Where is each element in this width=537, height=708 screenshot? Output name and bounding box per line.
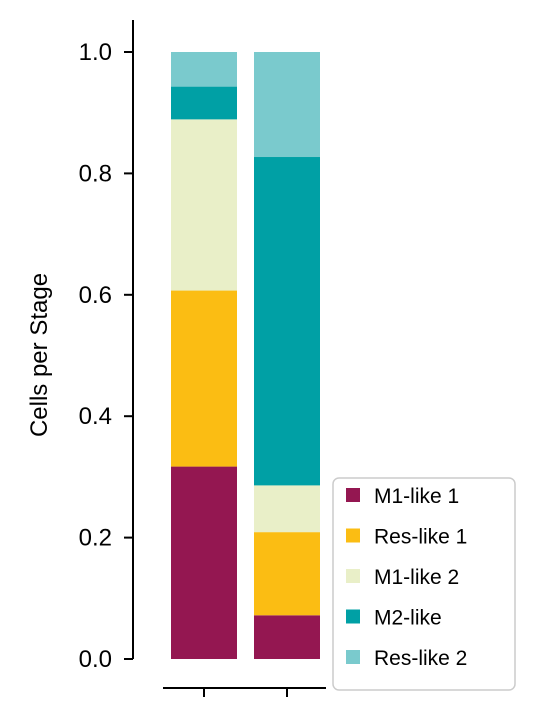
bar-segment-m2-like-1 [171,86,237,120]
legend-label: M1-like 1 [374,485,459,508]
axes-layer [132,20,326,689]
y-tick-label: 1.0 [79,39,112,66]
legend-swatch [346,609,360,624]
bar-segment-m2-like-2 [254,157,320,486]
bar-segment-res-like-2-2 [254,52,320,158]
legend-frame [332,477,516,691]
y-ticks: 0.0 0.2 0.4 0.6 0.8 1.0 [79,39,133,673]
legend-swatch [346,569,360,583]
bar-segment-m1-like-2-2 [254,485,320,533]
bar-segment-m1-like-1-1 [171,466,237,659]
bar-segment-m1-like-2-1 [171,119,237,291]
legend-label: Res-like 1 [374,526,467,549]
legend-label: M2-like [374,607,442,630]
bar-segment-res-like-2-1 [171,52,237,87]
bars-layer [171,52,320,659]
legend: M1-like 1 Res-like 1 M1-like 2 M2-like Res-l… [332,477,516,691]
x-ticks [203,688,288,697]
y-tick-label: 0.8 [79,160,112,187]
legend-label: M1-like 2 [374,566,459,589]
bar-segment-res-like-1-1 [171,290,237,467]
y-tick-label: 0.4 [79,403,112,430]
legend-label: Res-like 2 [374,647,467,670]
y-tick-label: 0.2 [79,525,112,552]
legend-swatch [346,650,360,664]
y-tick-label: 0.0 [79,646,112,673]
y-axis-title: Cells per Stage [26,273,53,437]
legend-swatch [346,488,360,502]
legend-swatch [346,528,360,543]
bar-segment-m1-like-1-2 [254,615,320,659]
bar-segment-res-like-1-2 [254,532,320,616]
y-tick-label: 0.6 [79,282,112,309]
